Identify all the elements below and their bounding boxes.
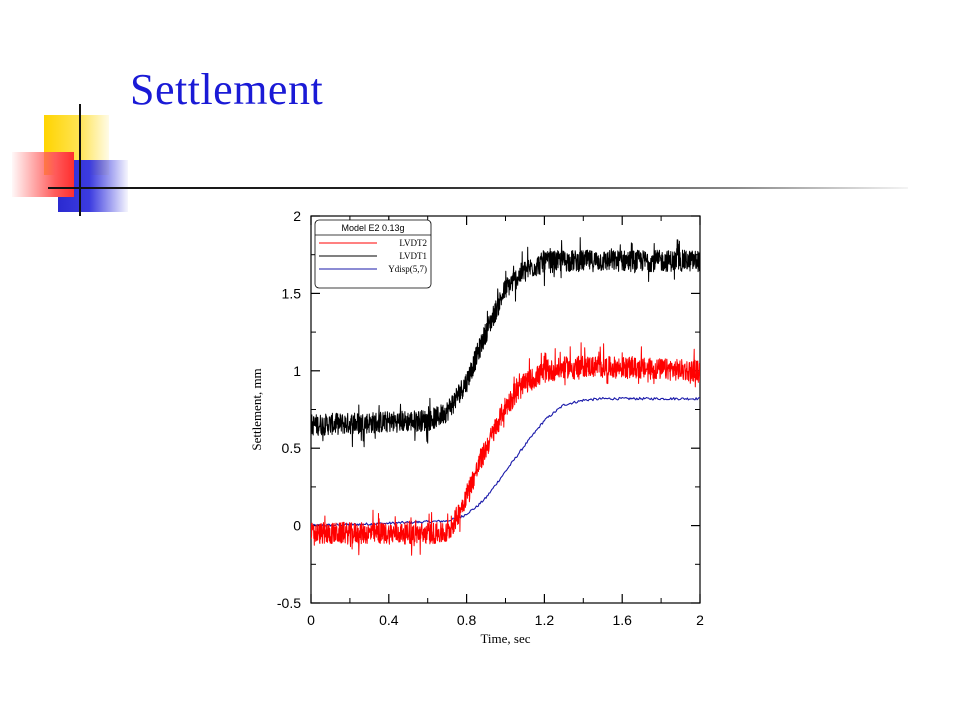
series-line-ydisp-5-7 [311, 396, 700, 527]
y-tick-label: 1 [293, 363, 301, 379]
x-tick-label: 0 [307, 612, 315, 628]
y-tick-label: -0.5 [277, 595, 301, 611]
x-tick-label: 0.8 [457, 612, 477, 628]
legend-box [314, 219, 432, 289]
y-tick-label: 0 [293, 518, 301, 534]
decorative-red-square [12, 152, 74, 197]
x-tick-label: 2 [696, 612, 704, 628]
series-group [311, 237, 700, 556]
series-line-lvdt1 [311, 237, 700, 448]
decorative-vertical-line [79, 104, 81, 216]
x-tick-label: 1.2 [535, 612, 555, 628]
legend-entry: LVDT2 [399, 238, 427, 248]
legend: Model E2 0.13g LVDT2 LVDT1 Ydisp(5,7) [314, 219, 432, 289]
x-tick-label: 0.4 [379, 612, 399, 628]
y-tick-label: 2 [293, 208, 301, 224]
legend-entry: LVDT1 [399, 251, 427, 261]
y-tick-label: 1.5 [282, 285, 302, 301]
y-axis-label: Settlement, mm [249, 368, 264, 450]
settlement-chart: -0.5 0 0.5 1 1.5 2 0 0.4 0.8 1.2 1.6 2 Time, sec Sett… [249, 208, 704, 646]
y-tick-label: 0.5 [282, 440, 302, 456]
series-line-lvdt2 [311, 342, 700, 556]
x-tick-label: 1.6 [612, 612, 632, 628]
decorative-title-underline [48, 187, 908, 189]
legend-entry: Ydisp(5,7) [388, 264, 427, 274]
legend-title: Model E2 0.13g [341, 223, 404, 233]
slide-title: Settlement [130, 65, 324, 114]
x-axis-label: Time, sec [480, 631, 530, 646]
